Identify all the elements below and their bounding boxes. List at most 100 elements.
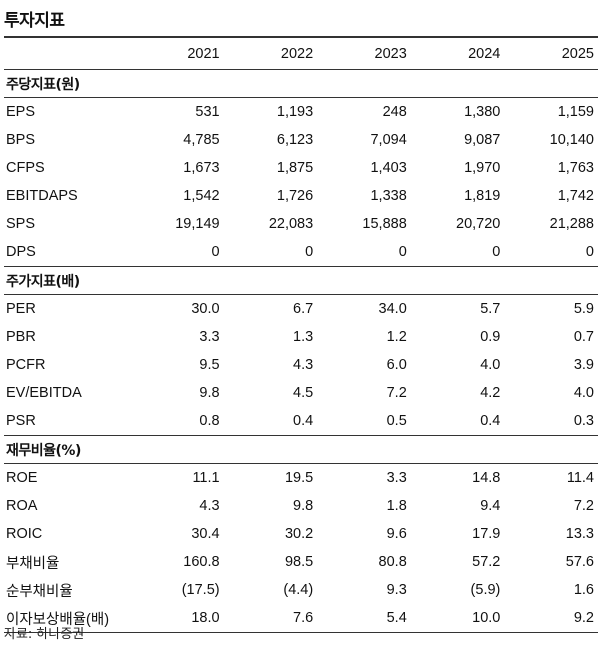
value-cell: 9.8 [293, 498, 314, 514]
value-cell: 0.7 [573, 329, 594, 345]
value-cell: 13.3 [565, 526, 594, 542]
value-cell: 18.0 [130, 604, 224, 633]
value-cell: (5.9) [470, 582, 501, 598]
value-cell: 1,380 [464, 104, 501, 120]
table-row: 순부채비율 (17.5) (4.4) 9.3 (5.9) 1.6 [4, 576, 598, 604]
table-row: 이자보상배율(배) 18.0 7.6 5.4 10.0 9.2 [4, 604, 598, 633]
value-cell: 11.4 [566, 470, 594, 486]
value-cell: 0 [305, 244, 314, 260]
table-row: ROE 11.1 19.5 3.3 14.8 11.4 [4, 464, 598, 493]
value-cell: 30.0 [191, 301, 220, 317]
year-header: 2023 [374, 45, 407, 62]
value-cell: 30.4 [191, 526, 220, 542]
value-cell: 17.9 [472, 526, 501, 542]
value-cell: 1,673 [183, 160, 220, 176]
value-cell: 9.8 [199, 385, 220, 401]
value-cell: 1,403 [370, 160, 407, 176]
row-label: 이자보상배율(배) [4, 604, 130, 633]
value-cell: 1.2 [386, 329, 407, 345]
year-header: 2022 [280, 45, 314, 62]
section-heading: 주가지표(배) [4, 266, 598, 295]
value-cell: 6.7 [293, 301, 314, 317]
value-cell: 0.9 [480, 329, 501, 345]
value-cell: 6.0 [386, 357, 407, 373]
year-header: 2024 [468, 45, 501, 62]
value-cell: 7.6 [223, 604, 318, 633]
value-cell: 4.3 [293, 357, 314, 373]
section-heading: 재무비율(%) [4, 435, 598, 464]
row-label: EBITDAPS [6, 188, 78, 204]
value-cell: 98.5 [284, 554, 314, 570]
value-cell: 9.3 [386, 582, 407, 598]
table-row: EPS 531 1,193 248 1,380 1,159 [4, 98, 598, 127]
value-cell: 4.5 [293, 385, 314, 401]
table-row: PER 30.0 6.7 34.0 5.7 5.9 [4, 295, 598, 324]
row-label: EV/EBITDA [6, 385, 82, 401]
value-cell: 9.2 [504, 604, 598, 633]
table-row: EV/EBITDA 9.8 4.5 7.2 4.2 4.0 [4, 379, 598, 407]
table-row: CFPS 1,673 1,875 1,403 1,970 1,763 [4, 154, 598, 182]
row-label: BPS [6, 132, 36, 148]
row-label: 부채비율 [6, 555, 60, 572]
value-cell: 19.5 [284, 470, 314, 486]
value-cell: 5.7 [480, 301, 501, 317]
value-cell: 3.3 [386, 470, 407, 486]
table-row: BPS 4,785 6,123 7,094 9,087 10,140 [4, 126, 598, 154]
value-cell: 30.2 [284, 526, 314, 542]
value-cell: 57.2 [472, 554, 501, 570]
value-cell: 0 [398, 244, 407, 260]
value-cell: 5.9 [573, 301, 594, 317]
table-row: EBITDAPS 1,542 1,726 1,338 1,819 1,742 [4, 182, 598, 210]
row-label: SPS [6, 216, 36, 232]
row-label: ROE [6, 470, 38, 486]
value-cell: 0.8 [199, 413, 220, 429]
section-row: 재무비율(%) [4, 435, 598, 464]
investment-indicators-table: 2021 2022 2023 2024 2025 주당지표(원) EPS 531 1,… [4, 36, 598, 633]
table-row: PBR 3.3 1.3 1.2 0.9 0.7 [4, 323, 598, 351]
value-cell: 11.1 [192, 470, 220, 486]
value-cell: 0 [585, 244, 594, 260]
value-cell: 1,338 [370, 188, 407, 204]
value-cell: 248 [382, 104, 407, 120]
year-header: 2025 [561, 45, 594, 62]
value-cell: 1,159 [557, 104, 594, 120]
value-cell: 4.3 [199, 498, 220, 514]
value-cell: 19,149 [175, 216, 220, 232]
value-cell: 4.0 [480, 357, 501, 373]
table-row: PSR 0.8 0.4 0.5 0.4 0.3 [4, 407, 598, 436]
row-label: EPS [6, 104, 36, 120]
value-cell: 7,094 [370, 132, 407, 148]
value-cell: 0.3 [573, 413, 594, 429]
value-cell: 6,123 [276, 132, 314, 148]
value-cell: 4.0 [573, 385, 594, 401]
value-cell: 1,742 [557, 188, 594, 204]
value-cell: 0.5 [386, 413, 407, 429]
value-cell: 0 [211, 244, 220, 260]
value-cell: 3.3 [199, 329, 220, 345]
value-cell: (4.4) [283, 582, 314, 598]
row-label: ROA [6, 498, 38, 514]
value-cell: 15,888 [362, 216, 407, 232]
section-row: 주당지표(원) [4, 69, 598, 98]
value-cell: 10,140 [549, 132, 594, 148]
table-row: PCFR 9.5 4.3 6.0 4.0 3.9 [4, 351, 598, 379]
row-label: PSR [6, 413, 36, 429]
value-cell: 1,970 [464, 160, 501, 176]
value-cell: 1.6 [573, 582, 594, 598]
value-cell: 1,875 [276, 160, 314, 176]
value-cell: 10.0 [410, 604, 505, 633]
value-cell: 1,542 [183, 188, 220, 204]
value-cell: (17.5) [181, 582, 220, 598]
header-row: 2021 2022 2023 2024 2025 [4, 37, 598, 70]
value-cell: 4.2 [480, 385, 501, 401]
section-row: 주가지표(배) [4, 266, 598, 295]
row-label: PCFR [6, 357, 46, 373]
value-cell: 160.8 [183, 554, 220, 570]
row-label: CFPS [6, 160, 45, 176]
table-row: ROA 4.3 9.8 1.8 9.4 7.2 [4, 492, 598, 520]
source-note: 자료: 하나증권 [4, 627, 85, 642]
value-cell: 3.9 [573, 357, 594, 373]
row-label: DPS [6, 244, 36, 260]
value-cell: 531 [195, 104, 220, 120]
value-cell: 9.6 [386, 526, 407, 542]
